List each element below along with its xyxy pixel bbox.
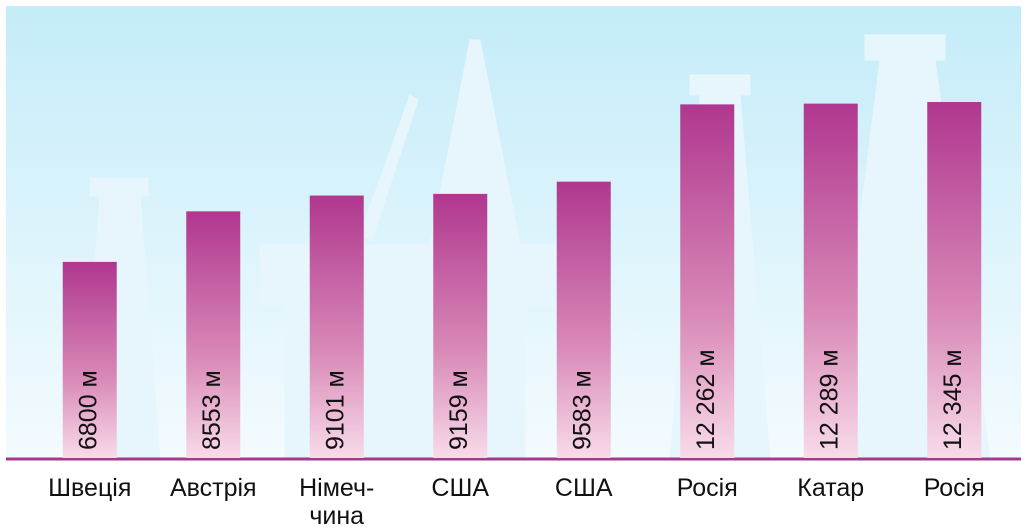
- value-label: 12 289 м: [815, 349, 843, 450]
- value-label: 6800 м: [74, 370, 102, 450]
- value-label: 12 262 м: [692, 349, 720, 450]
- bar: [680, 104, 735, 458]
- bar: [556, 181, 611, 458]
- category-label: Росія: [923, 474, 985, 502]
- category-label: Швеція: [48, 474, 132, 502]
- category-label: Німеч- чина: [299, 474, 375, 530]
- value-label: 9583 м: [568, 370, 596, 450]
- value-label: 8553 м: [198, 370, 226, 450]
- bar: [927, 102, 982, 458]
- bar: [186, 211, 241, 458]
- category-label: Катар: [797, 474, 865, 502]
- value-label: 12 345 м: [939, 349, 967, 450]
- category-label: Австрія: [169, 474, 257, 502]
- category-label: Росія: [676, 474, 738, 502]
- bar: [803, 103, 858, 459]
- value-label: 9159 м: [445, 370, 473, 450]
- category-label: США: [431, 474, 490, 502]
- bar: [433, 193, 488, 458]
- bar: [62, 261, 117, 458]
- value-label: 9101 м: [321, 370, 349, 450]
- bar: [309, 195, 364, 458]
- category-label: США: [554, 474, 613, 502]
